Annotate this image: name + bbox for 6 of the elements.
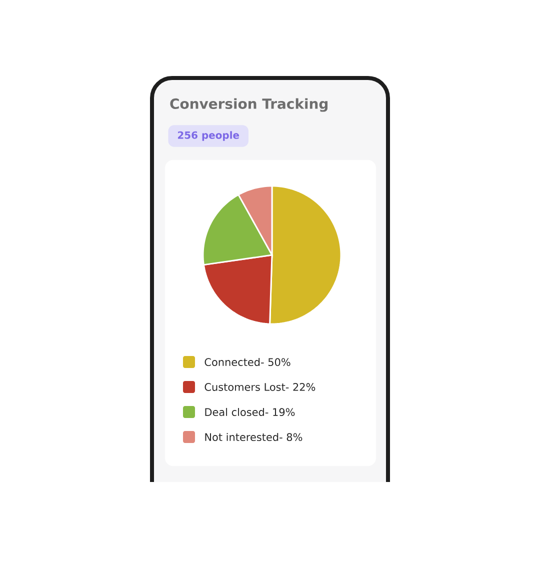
legend-label: Deal closed- 19%: [205, 408, 295, 416]
legend-label: Customers Lost- 22%: [204, 383, 316, 391]
legend-label: Not interested- 8%: [205, 432, 302, 442]
legend-label: Connected- 50%: [204, 358, 290, 366]
chart-title: Conversion Tracking: [170, 98, 328, 112]
chart-subtitle: 256 people: [178, 131, 240, 141]
